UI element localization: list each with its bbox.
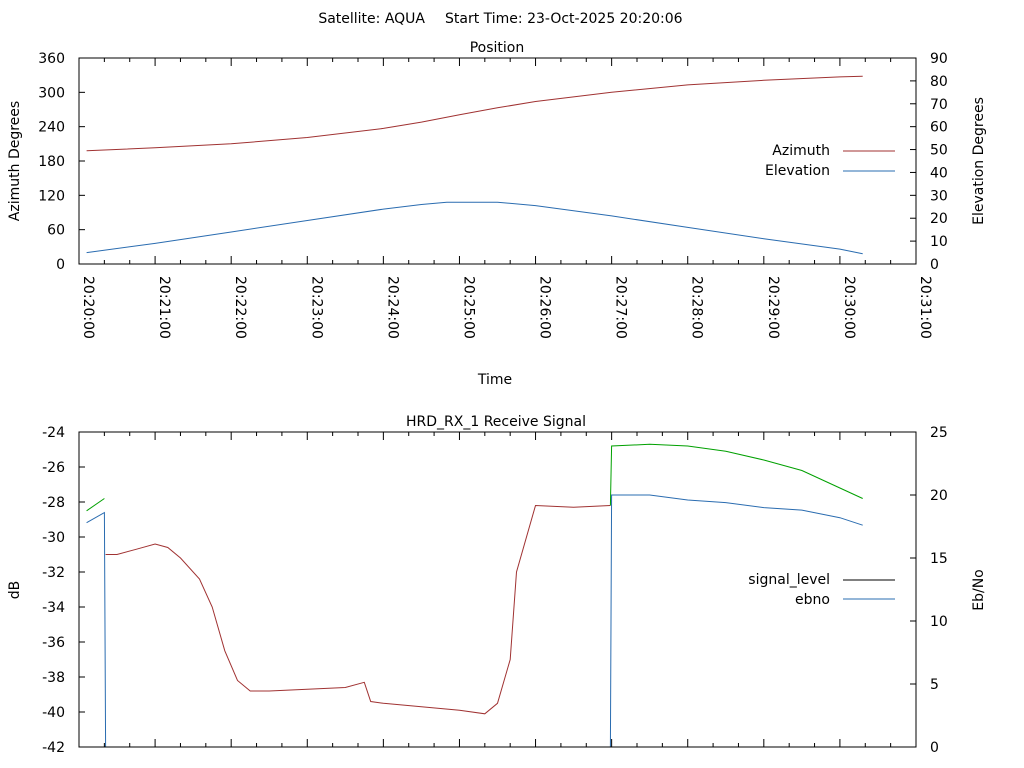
- y-tick-label: -38: [42, 670, 65, 686]
- y2-tick-label: 10: [930, 234, 948, 250]
- y2-tick-label: 90: [930, 51, 948, 67]
- legend-label-signal-level: signal_level: [748, 572, 830, 588]
- legend-label-elevation: Elevation: [765, 163, 830, 179]
- y-tick-label: 60: [47, 223, 65, 239]
- x-tick-label: 20:20:00: [80, 276, 96, 339]
- y2-tick-label: 25: [930, 425, 948, 441]
- signal-level-line-nolock: [105, 504, 611, 715]
- y2-tick-label: 20: [930, 211, 948, 227]
- y-tick-label: -34: [42, 600, 65, 616]
- y2-tick-label: 60: [930, 120, 948, 136]
- y2-tick-label: 10: [930, 614, 948, 630]
- x-tick-label: 20:29:00: [765, 276, 781, 339]
- y-tick-label: 240: [38, 120, 65, 136]
- y-tick-label: 180: [38, 154, 65, 170]
- y2-tick-label: 80: [930, 74, 948, 90]
- y-tick-label: -40: [42, 705, 65, 721]
- ebno-line: [86, 494, 863, 748]
- position-chart: Position 0 60 120 180 240 300 360 0 10 20 30 40 50 60…: [7, 40, 987, 388]
- x-tick-label: 20:30:00: [841, 276, 857, 339]
- signal-y-axis-label: dB: [7, 581, 23, 600]
- y2-tick-label: 30: [930, 188, 948, 204]
- x-tick-label: 20:21:00: [156, 276, 172, 339]
- x-tick-label: 20:24:00: [384, 276, 400, 339]
- position-x-axis-label: Time: [477, 372, 512, 388]
- y-tick-label: -28: [42, 495, 65, 511]
- position-plot-frame: [78, 57, 917, 265]
- y2-tick-label: 0: [930, 740, 939, 756]
- y-tick-label: 360: [38, 51, 65, 67]
- elevation-line: [86, 201, 863, 255]
- signal-level-line-lock-2: [609, 443, 863, 506]
- x-tick-label: 20:22:00: [232, 276, 248, 339]
- y-tick-label: -30: [42, 530, 65, 546]
- y-tick-label: -36: [42, 635, 65, 651]
- position-legend: Azimuth Elevation: [765, 143, 895, 179]
- y-tick-label: -24: [42, 425, 65, 441]
- x-tick-label: 20:27:00: [613, 276, 629, 339]
- signal-legend: signal_level ebno: [748, 572, 895, 608]
- y-tick-label: 0: [56, 257, 65, 273]
- y2-tick-label: 40: [930, 165, 948, 181]
- satellite-label: Satellite: AQUA: [318, 11, 425, 27]
- y-tick-label: -26: [42, 460, 65, 476]
- y2-tick-label: 5: [930, 677, 939, 693]
- receive-signal-chart: HRD_RX_1 Receive Signal -42 -40 -38 -36 -34 -…: [7, 414, 987, 756]
- y-tick-label: -32: [42, 565, 65, 581]
- position-chart-title: Position: [470, 40, 525, 56]
- y-tick-label: -42: [42, 740, 65, 756]
- x-tick-label: 20:26:00: [537, 276, 553, 339]
- y2-tick-label: 20: [930, 488, 948, 504]
- y-tick-label: 120: [38, 188, 65, 204]
- x-tick-label: 20:25:00: [460, 276, 476, 339]
- start-time-label: Start Time: 23-Oct-2025 20:20:06: [445, 11, 683, 27]
- y-tick-label: 300: [38, 85, 65, 101]
- signal-y2-axis-label: Eb/No: [971, 569, 987, 611]
- signal-level-line-lock-1: [86, 498, 105, 512]
- signal-plot-frame: [78, 431, 917, 748]
- azimuth-line: [86, 75, 863, 152]
- position-y2-axis-label: Elevation Degrees: [971, 97, 987, 225]
- x-tick-label: 20:23:00: [308, 276, 324, 339]
- position-y-axis-label: Azimuth Degrees: [7, 101, 23, 221]
- y2-tick-label: 50: [930, 143, 948, 159]
- x-tick-label: 20:28:00: [689, 276, 705, 339]
- y2-tick-label: 15: [930, 551, 948, 567]
- legend-label-azimuth: Azimuth: [772, 143, 830, 159]
- y2-tick-label: 0: [930, 257, 939, 273]
- legend-label-ebno: ebno: [795, 592, 830, 608]
- x-tick-label: 20:31:00: [917, 276, 933, 339]
- y2-tick-label: 70: [930, 97, 948, 113]
- receive-signal-chart-title: HRD_RX_1 Receive Signal: [406, 414, 586, 430]
